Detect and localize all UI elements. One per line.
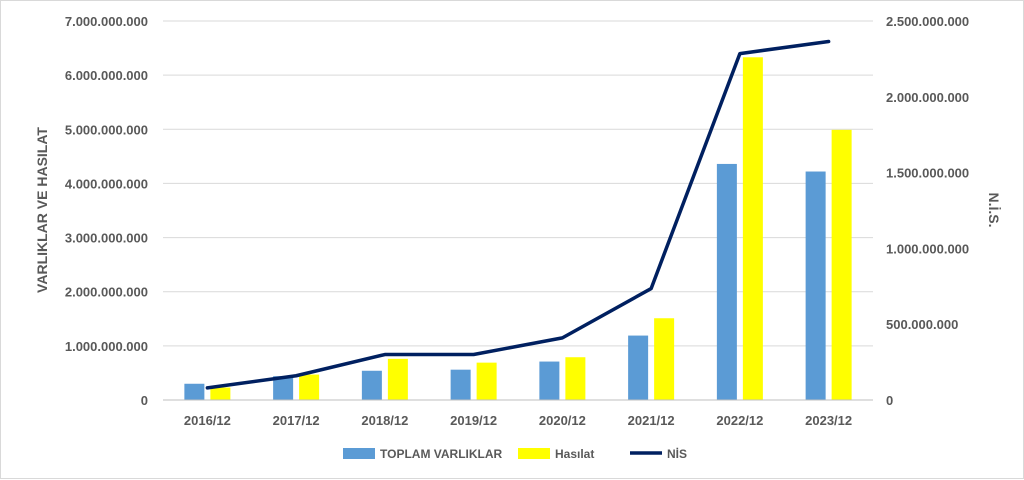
- bar-has-lat-7: [831, 129, 852, 400]
- y2-tick-label: 2.500.000.000: [886, 14, 969, 29]
- y2-tick-label: 2.000.000.000: [886, 90, 969, 105]
- y-tick-label: 0: [141, 393, 148, 408]
- legend-swatch: [343, 448, 375, 459]
- bar-has-lat-4: [565, 357, 586, 400]
- x-tick-label: 2020/12: [539, 413, 586, 428]
- y2-tick-label: 0: [886, 393, 893, 408]
- legend-label: TOPLAM VARLIKLAR: [380, 447, 503, 461]
- y-tick-label: 2.000.000.000: [65, 285, 148, 300]
- bar-has-lat-3: [476, 362, 497, 400]
- x-tick-label: 2016/12: [184, 413, 231, 428]
- line-series: [205, 39, 831, 390]
- y2-tick-label: 500.000.000: [886, 317, 958, 332]
- bar-has-lat-6: [742, 57, 763, 400]
- bar-toplam-varliklar-6: [716, 163, 737, 400]
- bar-has-lat-0: [210, 387, 231, 400]
- y-tick-label: 7.000.000.000: [65, 14, 148, 29]
- bar-has-lat-5: [654, 318, 675, 400]
- y-tick-label: 4.000.000.000: [65, 176, 148, 191]
- y2-tick-label: 1.500.000.000: [886, 166, 969, 181]
- bar-toplam-varliklar-7: [805, 171, 826, 400]
- bar-toplam-varliklar-5: [628, 335, 649, 400]
- bar-toplam-varliklar-1: [273, 376, 294, 400]
- axes: 0 1.000.000.000 2.000.000.000 3.000.000.000…: [65, 14, 969, 428]
- gridlines: [163, 20, 873, 401]
- y-tick-label: 1.000.000.000: [65, 339, 148, 354]
- y2-axis-title: N.İ.S.: [986, 192, 1002, 227]
- legend-label: Hasılat: [555, 447, 594, 461]
- y-tick-label: 6.000.000.000: [65, 68, 148, 83]
- x-tick-label: 2022/12: [716, 413, 763, 428]
- x-tick-label: 2021/12: [628, 413, 675, 428]
- bar-has-lat-2: [387, 358, 408, 400]
- x-tick-label: 2018/12: [361, 413, 408, 428]
- bars: [184, 57, 852, 400]
- y-tick-label: 5.000.000.000: [65, 122, 148, 137]
- bar-toplam-varliklar-4: [539, 361, 560, 400]
- legend: TOPLAM VARLIKLAR Hasılat NİS: [343, 446, 687, 461]
- x-tick-label: 2019/12: [450, 413, 497, 428]
- bar-has-lat-1: [299, 374, 320, 400]
- x-tick-label: 2023/12: [805, 413, 852, 428]
- bar-toplam-varliklar-2: [361, 370, 382, 400]
- y-tick-label: 3.000.000.000: [65, 231, 148, 246]
- bar-toplam-varliklar-3: [450, 369, 471, 400]
- legend-label: NİS: [667, 446, 687, 461]
- y-axis-title: VARLIKLAR VE HASILAT: [34, 127, 50, 293]
- bar-toplam-varliklar-0: [184, 383, 205, 400]
- legend-swatch: [518, 448, 550, 459]
- x-tick-label: 2017/12: [273, 413, 320, 428]
- line-nis: [205, 39, 831, 390]
- y2-tick-label: 1.000.000.000: [886, 241, 969, 256]
